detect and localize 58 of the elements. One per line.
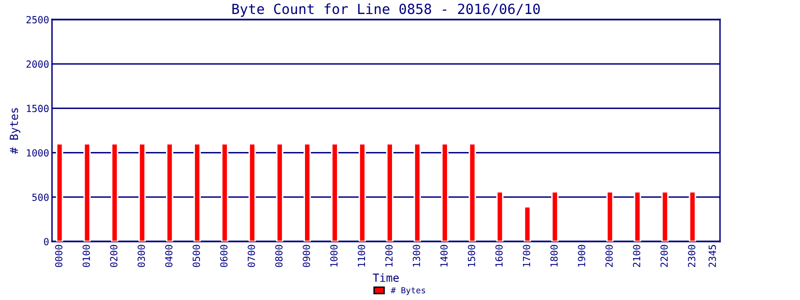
x-tick-label: 1600 bbox=[495, 244, 503, 267]
x-tick-label: 1000 bbox=[330, 244, 338, 267]
bar bbox=[358, 143, 366, 242]
bar bbox=[386, 143, 394, 242]
x-tick-label: 0900 bbox=[302, 244, 310, 268]
bar bbox=[194, 143, 201, 242]
bar bbox=[606, 191, 614, 242]
bar bbox=[304, 143, 311, 242]
bar bbox=[496, 191, 504, 242]
bar bbox=[414, 143, 421, 242]
x-tick-label: 2300 bbox=[688, 244, 696, 267]
bar bbox=[331, 143, 338, 242]
bar bbox=[83, 143, 91, 242]
y-tick-label: 2000 bbox=[26, 60, 49, 68]
bar bbox=[138, 143, 146, 242]
y-tick-label: 0 bbox=[44, 238, 49, 246]
y-tick-label: 1000 bbox=[26, 149, 49, 157]
x-tick-label: 0200 bbox=[110, 244, 118, 268]
y-tick-label: 1500 bbox=[26, 104, 49, 112]
legend-label: # Bytes bbox=[390, 287, 426, 295]
chart-title: Byte Count for Line 0858 - 2016/06/10 bbox=[232, 3, 540, 17]
x-tick-label: 2345 bbox=[708, 245, 716, 267]
x-tick-label: 2200 bbox=[660, 244, 668, 267]
x-tick-label: 0100 bbox=[82, 244, 90, 268]
bar bbox=[688, 191, 696, 242]
y-axis-title: # Bytes bbox=[10, 108, 20, 154]
x-tick-label: 1300 bbox=[412, 244, 420, 267]
bar bbox=[551, 191, 559, 242]
x-tick-label: 0600 bbox=[220, 244, 228, 268]
x-tick-label: 1200 bbox=[385, 244, 393, 267]
bar bbox=[56, 143, 64, 242]
x-tick-label: 0300 bbox=[138, 244, 145, 268]
y-tick-label: 2500 bbox=[26, 16, 49, 24]
bar bbox=[524, 206, 531, 242]
bar bbox=[661, 191, 669, 242]
x-tick-label: 0700 bbox=[248, 244, 256, 268]
x-tick-label: 0400 bbox=[165, 244, 172, 268]
x-tick-label: 2000 bbox=[605, 244, 613, 267]
bar bbox=[221, 143, 228, 242]
x-tick-label: 1500 bbox=[468, 244, 476, 267]
x-tick-label: 2100 bbox=[632, 244, 640, 267]
x-tick-label: 0000 bbox=[55, 244, 62, 268]
bar bbox=[468, 143, 476, 242]
bar bbox=[441, 143, 448, 242]
x-tick-label: 1100 bbox=[358, 244, 366, 267]
x-tick-label: 1900 bbox=[578, 244, 586, 267]
x-tick-label: 1700 bbox=[522, 244, 530, 267]
bar bbox=[248, 143, 256, 242]
x-tick-label: 1400 bbox=[440, 244, 448, 267]
x-tick-label: 1800 bbox=[550, 244, 558, 267]
bar bbox=[110, 143, 118, 242]
bar bbox=[166, 143, 174, 242]
bar bbox=[634, 191, 642, 242]
x-axis-title: Time bbox=[372, 273, 399, 282]
x-tick-label: 0800 bbox=[275, 244, 283, 268]
bar bbox=[276, 143, 284, 242]
y-tick-label: 500 bbox=[32, 194, 49, 201]
x-tick-label: 0500 bbox=[192, 244, 200, 268]
